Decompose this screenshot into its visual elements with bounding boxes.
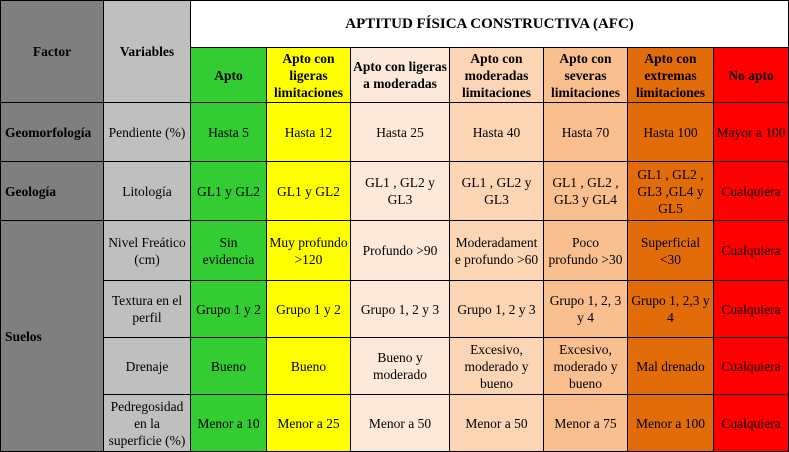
variable-cell: Pedregosidad en la superficie (%)	[103, 394, 191, 452]
value-cell: Sin evidencia	[190, 220, 267, 281]
variables-header: Variables	[103, 0, 191, 103]
class-header-severas: Apto con severas limitaciones	[543, 47, 628, 103]
value-cell: Hasta 12	[266, 102, 351, 162]
value-cell: Hasta 40	[449, 102, 544, 162]
value-cell: GL1 , GL2 y GL3	[449, 161, 544, 221]
value-cell: GL1 y GL2	[266, 161, 351, 221]
value-cell: Hasta 100	[627, 102, 714, 162]
table-row: Textura en el perfil Grupo 1 y 2 Grupo 1…	[1, 280, 789, 338]
class-header-ligeras: Apto con ligeras limitaciones	[266, 47, 351, 103]
value-cell: Menor a 25	[266, 394, 351, 452]
class-header-moderadas: Apto con moderadas limitaciones	[449, 47, 544, 103]
value-cell: Muy profundo >120	[266, 220, 351, 281]
value-cell: Cualquiera	[712, 337, 789, 395]
table-row: Pedregosidad en la superficie (%) Menor …	[1, 394, 789, 452]
value-cell: Menor a 50	[350, 394, 450, 452]
value-cell: Hasta 70	[543, 102, 628, 162]
value-cell: Grupo 1 y 2	[266, 280, 351, 338]
value-cell: Profundo >90	[350, 220, 450, 281]
value-cell: Grupo 1, 2, 3 y 4	[543, 280, 628, 338]
value-cell: Grupo 1, 2 y 3	[350, 280, 450, 338]
table-row: Suelos Nivel Freático (cm) Sin evidencia…	[0, 220, 789, 452]
factor-cell: Geología	[0, 161, 104, 221]
class-header-extremas: Apto con extremas limitaciones	[627, 47, 714, 103]
value-cell: Cualquiera	[712, 280, 789, 338]
variable-cell: Pendiente (%)	[103, 102, 191, 162]
value-cell: Cualquiera	[712, 394, 789, 452]
value-cell: Hasta 5	[190, 102, 267, 162]
value-cell: Bueno y moderado	[350, 337, 450, 395]
value-cell: GL1 , GL2 , GL3 ,GL4 y GL5	[627, 161, 714, 221]
value-cell: Poco profundo >30	[543, 220, 628, 281]
value-cell: Grupo 1 y 2	[190, 280, 267, 338]
value-cell: GL1 , GL2 y GL3	[350, 161, 450, 221]
value-cell: GL1 , GL2 , GL3 y GL4	[543, 161, 628, 221]
factor-cell: Geomorfología	[0, 102, 104, 162]
table-title: APTITUD FÍSICA CONSTRUCTIVA (AFC)	[189, 0, 789, 48]
variable-cell: Litología	[103, 161, 191, 221]
value-cell: Moderadament e profundo >60	[449, 220, 544, 281]
value-cell: Mayor a 100	[712, 102, 789, 162]
value-cell: GL1 y GL2	[190, 161, 267, 221]
value-cell: Hasta 25	[350, 102, 450, 162]
value-cell: Menor a 100	[627, 394, 714, 452]
variable-cell: Textura en el perfil	[103, 280, 191, 338]
table-row: Geomorfología Pendiente (%) Hasta 5 Hast…	[0, 102, 789, 162]
factor-header: Factor	[0, 0, 104, 103]
factor-cell: Suelos	[0, 220, 104, 452]
value-cell: Excesivo, moderado y bueno	[449, 337, 544, 395]
value-cell: Menor a 50	[449, 394, 544, 452]
table-row: Geología Litología GL1 y GL2 GL1 y GL2 G…	[0, 161, 789, 221]
value-cell: Excesivo, moderado y bueno	[543, 337, 628, 395]
class-header-ligeras-moderadas: Apto con ligeras a moderadas	[350, 47, 450, 103]
table-row: Drenaje Bueno Bueno Bueno y moderado Exc…	[1, 337, 789, 395]
value-cell: Superficial <30	[627, 220, 714, 281]
value-cell: Cualquiera	[712, 220, 789, 281]
value-cell: Menor a 75	[543, 394, 628, 452]
value-cell: Mal drenado	[627, 337, 714, 395]
value-cell: Grupo 1, 2,3 y 4	[627, 280, 714, 338]
variable-cell: Drenaje	[103, 337, 191, 395]
class-header-apto: Apto	[190, 47, 267, 103]
class-header-no-apto: No apto	[712, 47, 789, 103]
variable-cell: Nivel Freático (cm)	[103, 220, 191, 281]
value-cell: Cualquiera	[712, 161, 789, 221]
value-cell: Grupo 1, 2 y 3	[449, 280, 544, 338]
value-cell: Bueno	[190, 337, 267, 395]
value-cell: Bueno	[266, 337, 351, 395]
value-cell: Menor a 10	[190, 394, 267, 452]
